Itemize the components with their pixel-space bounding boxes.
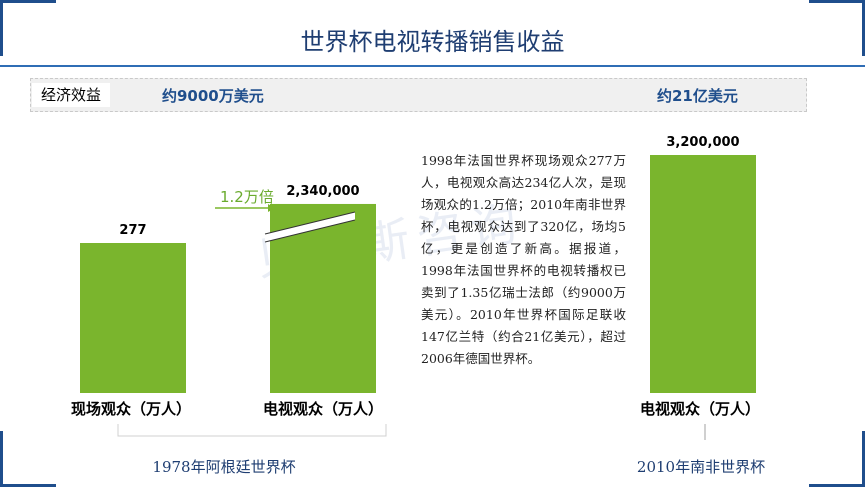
group-bracket-1978 bbox=[117, 424, 387, 437]
corner-accent-br bbox=[809, 484, 865, 487]
corner-accent-br-v bbox=[862, 431, 865, 487]
corner-accent-tl bbox=[0, 0, 56, 3]
title-rule bbox=[0, 65, 865, 67]
bar-tv-2010 bbox=[650, 155, 756, 393]
band-label: 经济效益 bbox=[32, 83, 110, 107]
value-label-tv-1978: 2,340,000 bbox=[286, 183, 360, 199]
category-label-tv-2010: 电视观众（万人） bbox=[639, 400, 760, 418]
corner-accent-tl-v bbox=[0, 0, 3, 56]
category-label-live-1978: 现场观众（万人） bbox=[70, 400, 191, 418]
corner-accent-tr-v bbox=[862, 0, 865, 56]
economic-benefit-band bbox=[30, 78, 807, 112]
group-label-1978: 1978年阿根廷世界杯 bbox=[152, 458, 296, 476]
value-label-tv-2010: 3,200,000 bbox=[666, 135, 740, 150]
corner-accent-bl bbox=[0, 484, 56, 487]
group-label-2010: 2010年南非世界杯 bbox=[636, 458, 766, 476]
bar-live-1978 bbox=[80, 243, 186, 393]
page-title: 世界杯电视转播销售收益 bbox=[300, 28, 565, 56]
corner-accent-bl-v bbox=[0, 431, 3, 487]
value-label-live-1978: 277 bbox=[119, 223, 147, 238]
description-text: 1998年法国世界杯现场观众277万人，电视观众高达234亿人次，是现场观众的1… bbox=[421, 153, 626, 366]
corner-accent-tr bbox=[809, 0, 865, 3]
multiplier-label: 1.2万倍 bbox=[220, 188, 274, 206]
category-label-tv-1978: 电视观众（万人） bbox=[262, 400, 383, 418]
band-right-value: 约21亿美元 bbox=[657, 87, 738, 105]
band-left-value: 约9000万美元 bbox=[162, 87, 264, 105]
